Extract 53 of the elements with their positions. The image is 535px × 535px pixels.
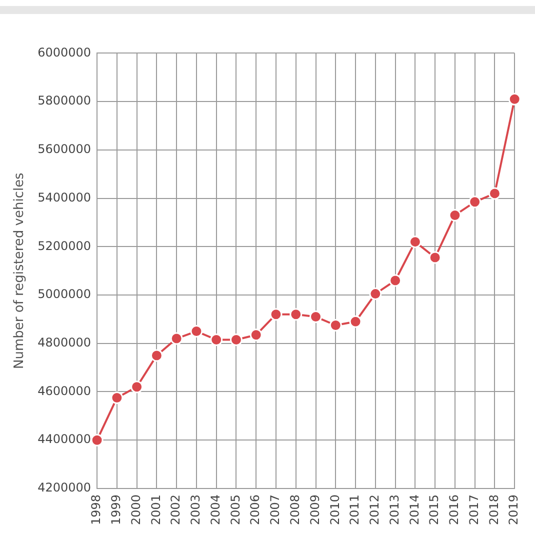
x-tick-label: 2014 bbox=[407, 494, 422, 526]
point bbox=[508, 92, 521, 106]
x-tick-label: 2015 bbox=[427, 494, 442, 526]
x-tick-label: 2010 bbox=[328, 494, 342, 526]
point bbox=[190, 325, 203, 338]
point bbox=[448, 208, 462, 222]
point bbox=[369, 288, 382, 300]
point bbox=[488, 187, 501, 200]
point bbox=[90, 434, 104, 446]
point bbox=[270, 308, 282, 321]
x-tick-label: 2013 bbox=[387, 494, 402, 526]
x-tick-label: 2004 bbox=[208, 494, 222, 526]
y-tick-label: 5400000 bbox=[38, 190, 92, 204]
x-tick-label: 2009 bbox=[308, 494, 322, 526]
x-tick-label: 2017 bbox=[466, 494, 481, 526]
point bbox=[130, 380, 144, 394]
y-tick-label: 5600000 bbox=[38, 142, 92, 156]
y-tick-label: 4200000 bbox=[38, 480, 92, 495]
point bbox=[468, 196, 482, 208]
x-tick-label: 2011 bbox=[348, 494, 362, 526]
y-tick-label: 4400000 bbox=[38, 432, 92, 446]
y-tick-label: 4600000 bbox=[38, 384, 92, 398]
point bbox=[349, 315, 362, 328]
point bbox=[310, 310, 322, 324]
y-axis-title: Number of registered vehicles bbox=[12, 172, 28, 369]
x-tick-label: 2000 bbox=[128, 494, 143, 526]
x-tick-label: 2006 bbox=[248, 494, 262, 526]
point bbox=[230, 333, 242, 346]
x-tick-label: 2008 bbox=[288, 494, 302, 526]
y-tick-label: 5800000 bbox=[38, 94, 92, 108]
point bbox=[170, 332, 183, 345]
point bbox=[408, 236, 422, 248]
x-tick-label: 2005 bbox=[228, 494, 242, 526]
point bbox=[210, 333, 223, 346]
y-tick-label: 6000000 bbox=[38, 45, 92, 60]
point bbox=[110, 392, 124, 404]
x-tick-label: 1999 bbox=[109, 494, 124, 526]
x-tick-label: 2001 bbox=[148, 494, 163, 526]
x-tick-label: 2007 bbox=[268, 494, 282, 526]
x-tick-label: 2002 bbox=[168, 494, 183, 526]
point bbox=[428, 251, 442, 264]
point bbox=[250, 328, 262, 342]
x-tick-label: 2019 bbox=[506, 494, 521, 526]
y-tick-label: 5000000 bbox=[38, 287, 92, 302]
y-tick-label: 5200000 bbox=[38, 238, 92, 253]
y-tick-label: 4800000 bbox=[38, 336, 92, 350]
x-tick-label: 1998 bbox=[89, 494, 104, 526]
point bbox=[329, 318, 342, 332]
x-tick-label: 2016 bbox=[447, 494, 462, 526]
point bbox=[290, 308, 302, 321]
x-tick-label: 2012 bbox=[368, 494, 382, 526]
x-tick-label: 2018 bbox=[486, 494, 501, 526]
x-tick-label: 2003 bbox=[188, 494, 203, 526]
